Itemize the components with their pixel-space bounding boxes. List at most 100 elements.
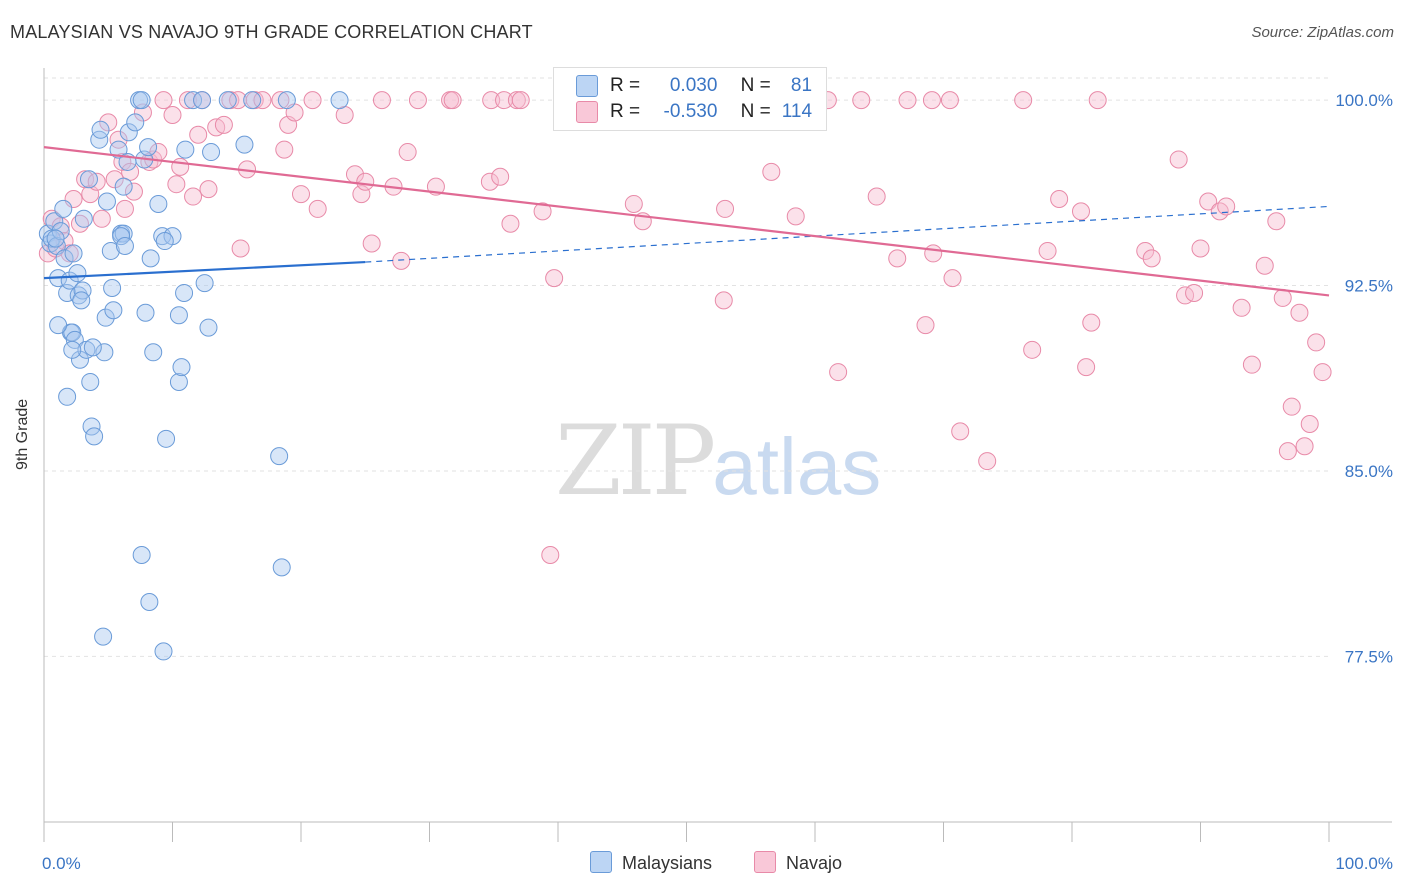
malaysian-point xyxy=(175,283,194,302)
y-tick-label: 85.0% xyxy=(1345,462,1393,481)
navajo-trend-line xyxy=(43,146,1330,297)
x-tick-label: 100.0% xyxy=(1335,854,1393,873)
malaysian-point xyxy=(101,241,120,260)
malaysian-point xyxy=(154,642,173,661)
navajo-point xyxy=(124,182,143,201)
malaysian-point xyxy=(155,232,174,251)
navajo-point xyxy=(867,187,886,206)
malaysian-point xyxy=(270,447,289,466)
malaysian-point xyxy=(104,301,123,320)
malaysian-point xyxy=(140,592,159,611)
malaysian-point xyxy=(72,291,91,310)
navajo-point xyxy=(1077,358,1096,377)
malaysian-point xyxy=(218,91,237,110)
malaysian-point xyxy=(195,274,214,293)
malaysian-point xyxy=(149,194,168,213)
malaysian-point xyxy=(46,229,65,248)
malaysian-point xyxy=(63,340,82,359)
navajo-point xyxy=(829,363,848,382)
navajo-point xyxy=(292,185,310,204)
malaysian-point xyxy=(74,209,93,228)
malaysian-point xyxy=(330,91,349,110)
navajo-point xyxy=(109,130,128,149)
watermark: ZIPatlas xyxy=(555,405,881,517)
navajo-point xyxy=(199,180,218,199)
navajo-point xyxy=(898,91,917,110)
navajo-point xyxy=(1071,202,1090,221)
navajo-legend-label: Navajo xyxy=(786,853,843,873)
navajo-point xyxy=(178,91,197,110)
navajo-point xyxy=(786,207,805,226)
navajo-point xyxy=(167,175,186,194)
navajo-point xyxy=(154,91,173,110)
malaysian-point xyxy=(126,113,145,132)
malaysian-point xyxy=(139,138,158,157)
x-tick-label: 0.0% xyxy=(42,854,81,873)
legend-row-malaysians: R = 0.030 N = 81 xyxy=(576,75,812,99)
navajo-point xyxy=(231,239,250,258)
bottom-legend-navajo: Navajo xyxy=(754,851,842,874)
navajo-point xyxy=(443,91,462,110)
navajo-point xyxy=(762,162,781,181)
navajo-point xyxy=(163,105,182,124)
navajo-swatch xyxy=(576,101,598,123)
navajo-point xyxy=(978,452,997,471)
malaysian-point xyxy=(70,350,89,369)
malaysian-point xyxy=(193,91,212,110)
chart-title: MALAYSIAN VS NAVAJO 9TH GRADE CORRELATIO… xyxy=(10,22,533,42)
navajo-point xyxy=(491,167,510,186)
navajo-point xyxy=(372,91,391,110)
malaysian-point xyxy=(136,303,155,322)
malaysian-point xyxy=(277,91,296,110)
malaysian-point xyxy=(169,372,188,391)
navajo-point xyxy=(275,140,294,159)
malaysian-point xyxy=(94,627,113,646)
malaysian-point xyxy=(272,558,291,577)
legend-r-label: R = xyxy=(610,101,641,123)
malaysian-point xyxy=(109,140,128,159)
navajo-legend-swatch xyxy=(754,851,776,873)
navajo-point xyxy=(42,209,61,228)
navajo-point xyxy=(482,91,501,110)
navajo-point xyxy=(184,187,203,206)
malaysian-point xyxy=(202,143,221,162)
navajo-point xyxy=(940,91,959,110)
malaysian-point xyxy=(49,316,68,335)
navajo-point xyxy=(1136,241,1155,260)
navajo-point xyxy=(1290,303,1309,322)
navajo-point xyxy=(507,91,526,110)
legend-n-value: 81 xyxy=(790,75,813,97)
navajo-point xyxy=(1217,197,1236,216)
navajo-point xyxy=(924,244,943,263)
navajo-point xyxy=(1242,355,1261,374)
navajo-point xyxy=(408,91,427,110)
navajo-point xyxy=(624,194,643,213)
navajo-point xyxy=(115,199,134,218)
navajo-point xyxy=(545,269,564,288)
malaysian-point xyxy=(95,343,114,362)
malaysian-point xyxy=(169,306,188,325)
navajo-point xyxy=(1142,249,1161,268)
malaysian-point xyxy=(176,140,195,159)
navajo-point xyxy=(171,157,190,176)
navajo-point xyxy=(392,251,411,270)
malaysian-point xyxy=(157,429,176,448)
malaysian-point xyxy=(96,308,115,327)
malaysian-point xyxy=(90,130,109,149)
navajo-point xyxy=(253,91,272,110)
malaysian-point xyxy=(68,264,87,283)
malaysians-legend-label: Malaysians xyxy=(622,853,713,873)
malaysians-trend-extension xyxy=(365,205,1330,263)
malaysian-point xyxy=(153,227,172,246)
malaysian-point xyxy=(91,120,110,139)
malaysian-point xyxy=(79,170,98,189)
legend-n-label: N = xyxy=(740,101,771,123)
navajo-point xyxy=(852,91,871,110)
malaysian-point xyxy=(83,338,102,357)
watermark-atlas: atlas xyxy=(712,422,882,511)
malaysian-point xyxy=(112,227,131,246)
navajo-point xyxy=(480,172,499,191)
navajo-point xyxy=(922,91,941,110)
navajo-point xyxy=(1267,212,1286,231)
y-tick-label: 77.5% xyxy=(1345,647,1393,666)
